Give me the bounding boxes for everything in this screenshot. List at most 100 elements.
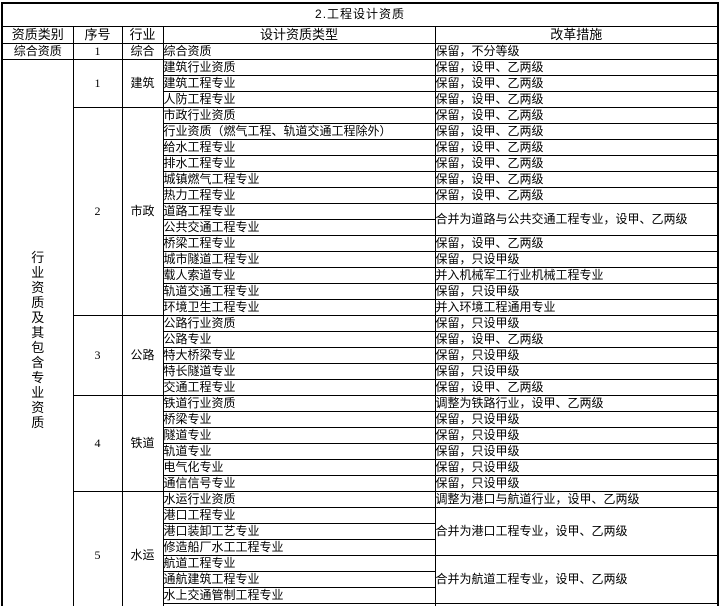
qualification-type-cell: 公共交通工程专业 bbox=[162, 219, 436, 236]
header-row: 资质类别 序号 行业 设计资质类型 改革措施 bbox=[1, 26, 719, 44]
reform-measure-cell: 保留，只设甲级 bbox=[434, 283, 719, 300]
header-industry: 行业 bbox=[121, 26, 164, 44]
qualification-type-cell: 特大桥梁专业 bbox=[162, 347, 436, 364]
table-row: 桥梁工程专业 保留，设甲、乙两级 bbox=[2, 235, 719, 252]
table-row: 水上交通管制工程专业 bbox=[2, 587, 718, 604]
category-vertical-text: 行业资质及其包含专业资质 bbox=[31, 249, 45, 430]
category-cell: 综合资质 bbox=[1, 43, 74, 60]
qualification-type-cell: 行业资质（燃气工程、轨道交通工程除外） bbox=[162, 123, 436, 140]
reform-measure-cell: 保留，设甲、乙两级 bbox=[434, 379, 719, 396]
reform-measure-cell: 保留，只设甲级 bbox=[434, 411, 719, 428]
serial-number-cell: 3 bbox=[72, 315, 123, 396]
table-row: 港口装卸工艺专业 bbox=[2, 523, 718, 540]
table-row: 航道工程专业 合并为航道工程专业，设甲、乙两级 bbox=[2, 555, 719, 604]
qualification-type-cell: 市政行业资质 bbox=[162, 107, 436, 124]
qualification-type-cell: 建筑工程专业 bbox=[162, 75, 436, 92]
qualification-type-cell: 轨道专业 bbox=[162, 443, 436, 460]
table-row: 5 水运 水运行业资质 调整为港口与航道行业，设甲、乙两级 bbox=[2, 491, 719, 606]
serial-number-cell: 1 bbox=[72, 59, 123, 108]
qualification-type-cell: 电气化专业 bbox=[162, 459, 436, 476]
table-row: 2 市政 市政行业资质 保留，设甲、乙两级 bbox=[2, 107, 719, 316]
qualification-type-cell: 桥梁工程专业 bbox=[162, 235, 436, 252]
reform-measure-cell: 合并为港口工程专业，设甲、乙两级 bbox=[434, 507, 719, 556]
reform-measure-cell: 并入机械军工行业机械工程专业 bbox=[434, 267, 719, 284]
qualification-type-cell: 载人索道专业 bbox=[162, 267, 436, 284]
qualification-type-cell: 交通工程专业 bbox=[162, 379, 436, 396]
header-measure: 改革措施 bbox=[434, 26, 719, 44]
qualification-type-cell: 水上交通管制工程专业 bbox=[162, 587, 436, 604]
document-title: 2.工程设计资质 bbox=[1, 2, 719, 27]
reform-measure-cell: 保留，设甲、乙两级 bbox=[434, 155, 719, 172]
serial-number-cell: 1 bbox=[72, 43, 123, 60]
reform-measure-cell: 保留，设甲、乙两级 bbox=[434, 59, 719, 76]
header-number: 序号 bbox=[72, 26, 123, 44]
reform-measure-cell: 保留，设甲、乙两级 bbox=[434, 107, 719, 124]
qualification-type-cell: 人防工程专业 bbox=[162, 91, 436, 108]
qualification-type-cell: 公路专业 bbox=[162, 331, 436, 348]
table-row: 电气化专业 保留，只设甲级 bbox=[2, 459, 719, 476]
table-row: 道路工程专业 合并为道路与公共交通工程专业，设甲、乙两级 bbox=[2, 203, 719, 236]
reform-measure-cell: 保留，只设甲级 bbox=[434, 459, 719, 476]
reform-measure-cell: 保留，设甲、乙两级 bbox=[434, 123, 719, 140]
qualification-type-cell: 建筑行业资质 bbox=[162, 59, 436, 76]
reform-measure-cell: 保留，只设甲级 bbox=[434, 363, 719, 380]
reform-measure-cell: 保留，只设甲级 bbox=[434, 251, 719, 268]
reform-measure-cell: 保留，设甲、乙两级 bbox=[434, 75, 719, 92]
qualification-type-cell: 港口装卸工艺专业 bbox=[162, 523, 436, 540]
qualification-type-cell: 综合资质 bbox=[162, 43, 436, 60]
table-row: 隧道专业 保留，只设甲级 bbox=[2, 427, 719, 444]
reform-measure-cell: 保留，只设甲级 bbox=[434, 347, 719, 364]
industry-cell: 建筑 bbox=[121, 59, 164, 108]
industry-cell: 综合 bbox=[121, 43, 164, 60]
reform-measure-cell: 并入环境工程通用专业 bbox=[434, 299, 719, 316]
table-row: 行业资质（燃气工程、轨道交通工程除外） 保留，设甲、乙两级 bbox=[2, 123, 719, 140]
category-cell: 行业资质及其包含专业资质 bbox=[1, 59, 74, 606]
industry-cell: 市政 bbox=[121, 107, 164, 316]
reform-measure-cell: 保留，设甲、乙两级 bbox=[434, 91, 719, 108]
qualification-type-cell: 排水工程专业 bbox=[162, 155, 436, 172]
qualification-type-cell: 城镇燃气工程专业 bbox=[162, 171, 436, 188]
table-row: 3 公路 公路行业资质保留，只设甲级 bbox=[2, 315, 719, 396]
table-row: 载人索道专业 并入机械军工行业机械工程专业 bbox=[2, 267, 719, 284]
reform-measure-cell: 保留，设甲、乙两级 bbox=[434, 235, 719, 252]
reform-measure-cell bbox=[434, 603, 719, 606]
qualification-type-cell: 道路工程专业 bbox=[162, 203, 436, 220]
qualification-type-cell: 公路行业资质 bbox=[162, 315, 436, 332]
title-row: 2.工程设计资质 bbox=[1, 2, 719, 27]
qualification-type-cell: 通信信号专业 bbox=[162, 475, 436, 492]
table-row: 4 铁道 铁道行业资质 调整为铁路行业，设甲、乙两级 bbox=[2, 395, 719, 492]
table-body: 综合资质 1 综合 综合资质 保留，不分等级 行业资质及其包含专业资质 1 建筑 建筑行业资质保… bbox=[1, 43, 719, 606]
reform-measure-cell: 合并为道路与公共交通工程专业，设甲、乙两级 bbox=[434, 203, 719, 236]
reform-measure-cell: 调整为铁路行业，设甲、乙两级 bbox=[434, 395, 719, 412]
qualification-type-cell: 港口工程专业 bbox=[162, 507, 436, 524]
table-row: 轨道专业 保留，只设甲级 bbox=[2, 443, 719, 460]
reform-measure-cell: 合并为航道工程专业，设甲、乙两级 bbox=[434, 555, 719, 604]
reform-measure-cell: 保留，不分等级 bbox=[434, 43, 719, 60]
table-row: 热力工程专业 保留，设甲、乙两级 bbox=[2, 187, 719, 204]
reform-measure-cell: 调整为港口与航道行业，设甲、乙两级 bbox=[434, 491, 719, 508]
qualification-type-cell: 给水工程专业 bbox=[162, 139, 436, 156]
reform-measure-cell: 保留，设甲、乙两级 bbox=[434, 171, 719, 188]
qualification-type-cell: 城市隧道工程专业 bbox=[162, 251, 436, 268]
qualification-type-cell: 轨道交通工程专业 bbox=[162, 283, 436, 300]
serial-number-cell: 4 bbox=[72, 395, 123, 492]
qualification-type-cell: 修造船厂水工工程专业 bbox=[162, 539, 436, 556]
table-row: 通信信号专业 保留，只设甲级 bbox=[2, 475, 719, 492]
serial-number-cell: 5 bbox=[72, 491, 123, 606]
table-row: 综合资质 1 综合 综合资质 保留，不分等级 bbox=[1, 43, 719, 60]
reform-measure-cell: 保留，设甲、乙两级 bbox=[434, 331, 719, 348]
industry-cell: 水运 bbox=[121, 491, 164, 606]
qualification-type-cell: 水运行业资质 bbox=[162, 491, 436, 508]
serial-number-cell: 2 bbox=[72, 107, 123, 316]
reform-measure-cell: 保留，设甲、乙两级 bbox=[434, 187, 719, 204]
industry-cell: 公路 bbox=[121, 315, 164, 396]
qualification-type-cell: 热力工程专业 bbox=[162, 187, 436, 204]
qualification-type-cell: 特长隧道专业 bbox=[162, 363, 436, 380]
qualification-type-cell: 隧道专业 bbox=[162, 427, 436, 444]
qualification-type-cell: 桥梁专业 bbox=[162, 411, 436, 428]
qualification-type-cell: 航道工程专业 bbox=[162, 555, 436, 572]
qualification-type-cell: 通航建筑工程专业 bbox=[162, 571, 436, 588]
reform-measure-cell: 保留，设甲、乙两级 bbox=[434, 139, 719, 156]
